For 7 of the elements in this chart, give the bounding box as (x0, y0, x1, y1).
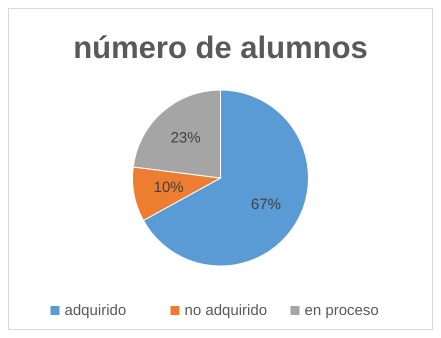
legend-label: adquirido (64, 302, 126, 319)
data-label: 23% (170, 129, 201, 146)
data-label: 67% (250, 196, 281, 213)
legend-label: no adquirido (184, 302, 268, 319)
data-label: 10% (154, 178, 184, 196)
legend-label: en proceso (304, 302, 379, 319)
chart-title: número de alumnos (73, 30, 368, 65)
